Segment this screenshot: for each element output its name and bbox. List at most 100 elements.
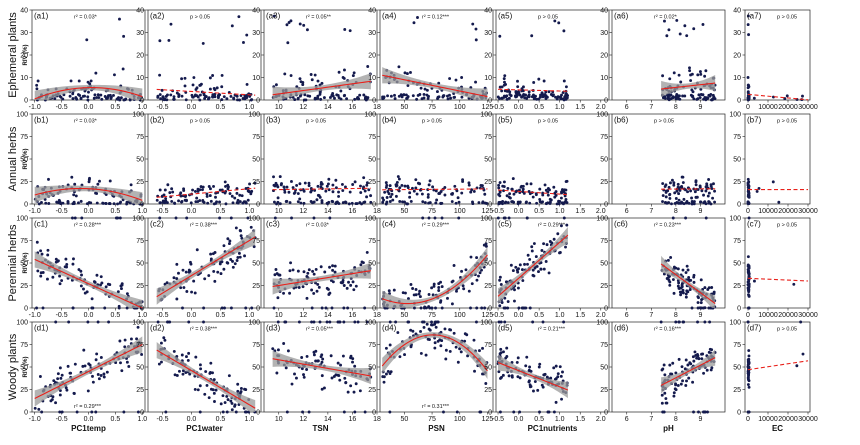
data-point [162,193,166,197]
data-point [325,286,329,290]
data-point [40,200,43,204]
panel-tag: (d5) [498,324,513,333]
data-point [199,185,203,189]
data-point [239,390,243,394]
row-label-b: Annual herbs [7,126,19,191]
x-tick-label: 1.0 [137,416,147,423]
data-point [747,385,751,389]
regression-line [34,87,143,100]
data-point [108,202,112,205]
data-point [68,371,72,375]
data-point [231,201,235,205]
data-point [540,383,544,387]
data-point [35,240,39,244]
data-point [322,96,326,100]
panel-statistic: r² = 0.23*** [654,223,682,229]
regression-line [272,270,371,288]
data-point [344,381,348,384]
data-point [699,200,703,204]
data-point [248,182,252,186]
data-point [384,372,388,376]
data-point [250,98,254,101]
y-tick-label: 10 [368,75,376,82]
data-point [182,187,186,191]
x-tick-label: 16 [349,208,357,215]
regression-line [660,263,716,304]
data-point [516,85,520,89]
data-point [330,306,334,310]
data-point [661,200,664,204]
data-point [527,369,531,373]
data-point [706,410,709,414]
data-point [228,192,232,195]
y-tick-label: 50 [600,364,608,371]
row-label-c: Perennial herbs [7,224,19,302]
data-point [538,362,542,366]
y-tick-label: 100 [364,215,376,222]
data-point [364,98,368,102]
data-point [553,191,557,195]
data-point [672,181,676,185]
y-tick-label: 0 [604,97,608,104]
data-point [497,320,501,324]
data-point [272,14,276,18]
y-tick-label: 75 [600,342,608,349]
x-tick-label: 1.0 [245,312,255,319]
regression-line [156,236,256,298]
data-point [449,96,453,100]
data-point [300,367,304,371]
data-point [437,286,441,289]
data-point [688,288,692,292]
data-point [49,399,53,403]
data-point [671,361,675,365]
data-point [51,275,55,279]
data-point [503,201,507,205]
x-tick-label: 16 [349,312,357,319]
x-axis-label: PC1nutrients [528,424,578,433]
data-point [312,272,316,276]
y-tick-label: 25 [600,179,608,186]
data-point [496,216,500,220]
data-point [334,178,338,182]
data-point [305,296,309,300]
data-point [746,181,750,185]
confidence-band [382,67,488,100]
data-point [518,93,522,97]
data-point [669,181,672,185]
data-point [512,192,516,196]
data-point [214,388,218,392]
data-point [298,197,302,201]
data-point [746,76,750,79]
data-point [408,195,412,199]
data-point [525,200,528,204]
data-point [346,390,350,394]
data-point [707,286,711,290]
data-point [103,306,107,310]
y-tick-label: 0 [372,409,376,416]
data-point [156,94,160,98]
data-point [58,366,62,370]
data-point [283,320,287,324]
data-point [439,344,443,348]
data-point [687,376,691,380]
data-point [240,194,244,198]
data-point [409,283,413,286]
data-point [669,256,673,259]
data-point [518,410,522,414]
data-point [425,93,429,97]
y-tick-label: 100 [16,319,28,326]
data-point [706,194,710,198]
data-point [58,393,62,397]
y-tick-label: 75 [484,238,492,245]
y-tick-label: 25 [733,179,741,186]
data-point [83,364,87,368]
regression-line [498,88,568,92]
data-point [209,199,213,203]
data-point [331,200,335,204]
data-point [245,96,249,100]
data-point [292,191,296,195]
x-tick-label: 10 [275,416,283,423]
x-tick-label: 0.0 [84,104,94,111]
y-tick-label: 50 [484,260,492,267]
